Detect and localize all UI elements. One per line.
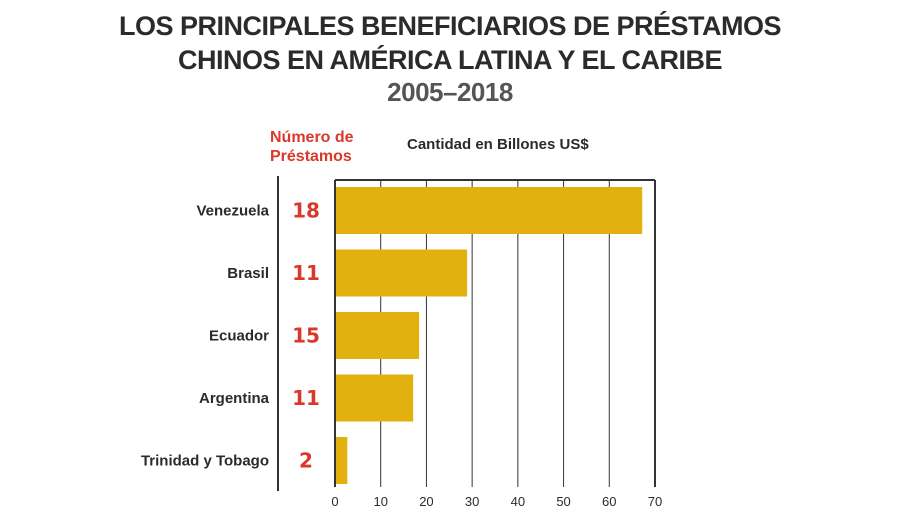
bar (335, 187, 643, 234)
loans-column-header: Número de Préstamos (270, 129, 354, 165)
country-label: Venezuela (196, 203, 269, 220)
category-labels: Venezuela 18 Brasil 11 Ecuador 15 Argentina 11 T… (141, 199, 320, 473)
loan-count: 2 (299, 449, 313, 473)
bar (335, 437, 348, 484)
x-axis-ticks: 0 10 20 30 40 50 60 70 (331, 494, 662, 509)
country-label: Brasil (227, 265, 269, 282)
x-tick-label: 60 (602, 494, 616, 509)
amount-axis-label: Cantidad en Billones US$ (407, 136, 589, 153)
chart-title-line-1: LOS PRINCIPALES BENEFICIARIOS DE PRÉSTAM… (118, 11, 782, 41)
x-tick-label: 70 (648, 494, 662, 509)
loan-count: 11 (292, 386, 320, 410)
country-label: Ecuador (209, 328, 269, 345)
bars (335, 187, 643, 484)
plot-frame (277, 176, 656, 491)
x-tick-label: 30 (465, 494, 479, 509)
bar (335, 249, 468, 297)
loan-count: 15 (292, 324, 320, 348)
chart-title-line-2: CHINOS EN AMÉRICA LATINA Y EL CARIBE (177, 45, 723, 75)
loan-count: 18 (292, 199, 320, 223)
x-tick-label: 50 (556, 494, 570, 509)
bar (335, 312, 420, 359)
chart-subtitle: 2005–2018 (387, 77, 513, 107)
loan-count: 11 (292, 261, 320, 285)
x-tick-label: 10 (373, 494, 387, 509)
country-label: Trinidad y Tobago (141, 453, 269, 470)
x-tick-label: 0 (331, 494, 338, 509)
x-tick-label: 20 (419, 494, 433, 509)
country-label: Argentina (199, 390, 270, 407)
bar (335, 374, 414, 422)
x-tick-label: 40 (511, 494, 525, 509)
